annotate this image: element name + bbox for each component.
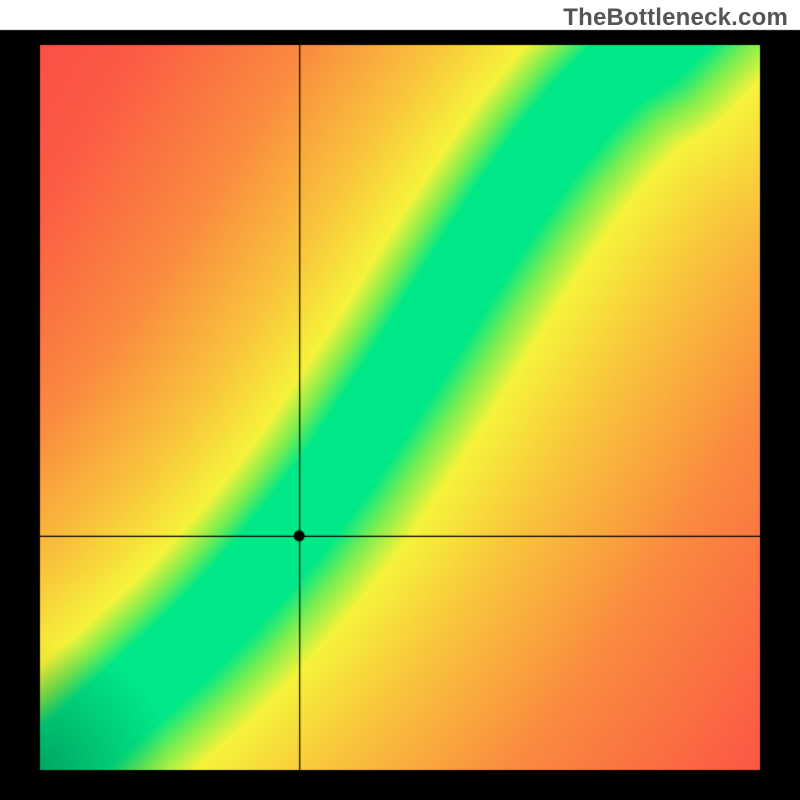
attribution-label: TheBottleneck.com xyxy=(563,4,788,32)
bottleneck-heatmap xyxy=(0,0,800,800)
